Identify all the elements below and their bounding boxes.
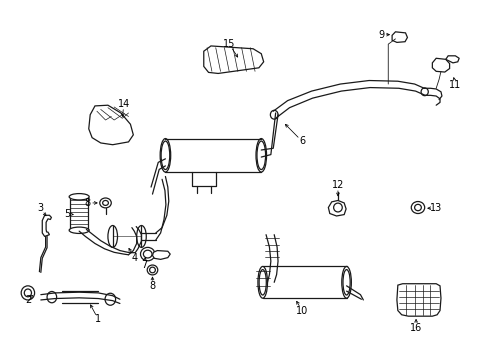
Ellipse shape bbox=[143, 250, 152, 258]
Ellipse shape bbox=[140, 247, 155, 261]
Polygon shape bbox=[391, 32, 407, 42]
Ellipse shape bbox=[24, 289, 31, 297]
Polygon shape bbox=[445, 56, 458, 63]
Text: 8: 8 bbox=[149, 281, 155, 291]
Ellipse shape bbox=[108, 225, 117, 247]
Ellipse shape bbox=[342, 270, 349, 295]
Ellipse shape bbox=[259, 270, 266, 295]
Polygon shape bbox=[42, 215, 51, 237]
Text: 4: 4 bbox=[131, 253, 137, 262]
Ellipse shape bbox=[21, 286, 35, 300]
Text: 14: 14 bbox=[118, 99, 130, 109]
Text: 6: 6 bbox=[298, 136, 305, 146]
Ellipse shape bbox=[136, 225, 146, 247]
Polygon shape bbox=[70, 197, 88, 230]
Ellipse shape bbox=[257, 266, 267, 298]
Polygon shape bbox=[431, 58, 448, 72]
Text: 3: 3 bbox=[38, 203, 44, 213]
Ellipse shape bbox=[270, 110, 278, 119]
Text: 2: 2 bbox=[25, 295, 31, 305]
Ellipse shape bbox=[69, 227, 89, 233]
Text: 7: 7 bbox=[141, 260, 147, 270]
Ellipse shape bbox=[102, 201, 108, 206]
Text: 13: 13 bbox=[429, 203, 442, 213]
Ellipse shape bbox=[341, 266, 351, 298]
Text: 5: 5 bbox=[64, 208, 70, 219]
Ellipse shape bbox=[161, 141, 169, 170]
Ellipse shape bbox=[47, 292, 57, 303]
Ellipse shape bbox=[160, 139, 170, 172]
Text: 1: 1 bbox=[95, 314, 101, 324]
Ellipse shape bbox=[410, 202, 424, 213]
Polygon shape bbox=[89, 105, 133, 145]
Text: 8: 8 bbox=[84, 198, 90, 208]
Ellipse shape bbox=[100, 198, 111, 208]
Ellipse shape bbox=[149, 267, 155, 273]
Ellipse shape bbox=[105, 293, 115, 305]
Ellipse shape bbox=[256, 139, 266, 172]
Ellipse shape bbox=[69, 194, 89, 200]
Ellipse shape bbox=[420, 88, 427, 96]
Text: 11: 11 bbox=[448, 80, 461, 90]
Text: 9: 9 bbox=[377, 30, 384, 40]
Polygon shape bbox=[396, 284, 440, 316]
Ellipse shape bbox=[147, 265, 158, 275]
Polygon shape bbox=[152, 251, 170, 259]
Text: 12: 12 bbox=[331, 180, 344, 190]
Polygon shape bbox=[203, 46, 263, 73]
Ellipse shape bbox=[414, 204, 421, 211]
Text: 10: 10 bbox=[295, 306, 307, 315]
Text: 15: 15 bbox=[223, 39, 235, 49]
Text: 16: 16 bbox=[409, 323, 421, 333]
Ellipse shape bbox=[256, 141, 265, 170]
Ellipse shape bbox=[333, 203, 342, 212]
Polygon shape bbox=[328, 201, 346, 216]
